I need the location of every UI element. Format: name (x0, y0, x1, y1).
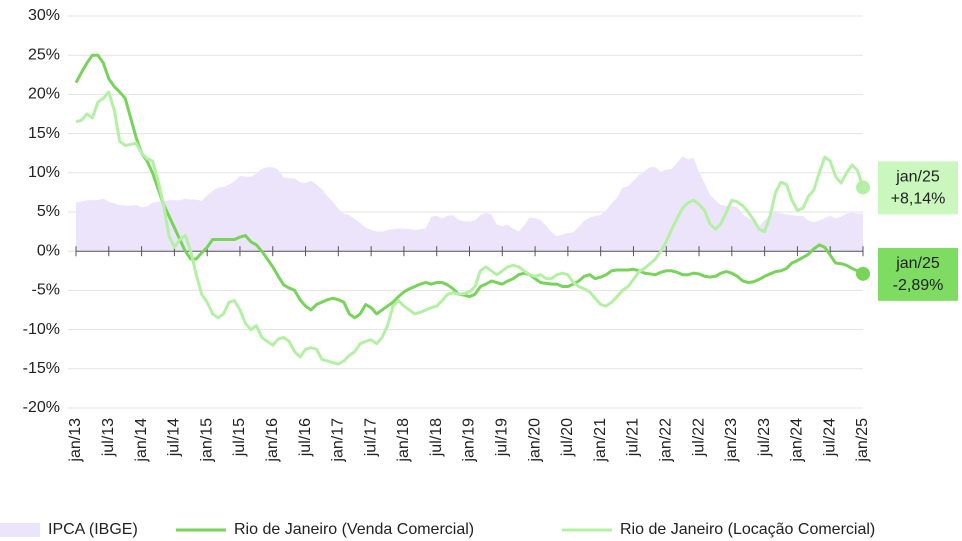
x-tick-label: jul/20 (559, 418, 576, 457)
y-tick-label: 0% (37, 242, 60, 259)
annotation-box (878, 247, 958, 301)
line (75, 90, 865, 366)
x-tick-label: jul/13 (100, 418, 117, 457)
y-tick-label: 10% (28, 164, 60, 181)
y-tick-label: -5% (32, 282, 60, 299)
x-tick-label: jul/19 (494, 418, 511, 457)
x-tick-label: jan/23 (723, 418, 740, 463)
legend-swatch (0, 523, 40, 537)
legend-label: Rio de Janeiro (Locação Comercial) (620, 521, 875, 538)
annotation-value: -2,89% (893, 277, 944, 294)
x-tick-label: jul/24 (821, 418, 838, 457)
x-tick-label: jan/13 (67, 418, 84, 463)
x-tick-label: jul/18 (428, 418, 445, 457)
line (74, 53, 864, 320)
annotation-date: jan/25 (895, 169, 940, 186)
x-tick-label: jan/21 (592, 418, 609, 463)
x-tick-label: jan/14 (133, 418, 150, 463)
legend-label: IPCA (IBGE) (48, 521, 138, 538)
x-tick-label: jan/25 (854, 418, 871, 463)
x-tick-label: jan/19 (461, 418, 478, 463)
x-tick-label: jan/15 (198, 418, 215, 463)
y-tick-label: -10% (23, 321, 60, 338)
annotation-value: +8,14% (891, 191, 946, 208)
y-tick-label: 25% (28, 46, 60, 63)
x-tick-label: jan/24 (789, 418, 806, 463)
x-tick-label: jan/18 (395, 418, 412, 463)
annotation-box (878, 161, 958, 215)
end-point (856, 180, 870, 195)
x-tick-label: jul/21 (625, 418, 642, 457)
x-tick-label: jul/14 (166, 418, 183, 457)
y-tick-label: -15% (23, 360, 60, 377)
end-point (856, 266, 870, 281)
x-tick-label: jan/16 (264, 418, 281, 463)
area (76, 156, 863, 252)
annotation-date: jan/25 (895, 255, 940, 272)
x-tick-label: jul/16 (297, 418, 314, 457)
y-tick-label: 5% (37, 203, 60, 220)
x-tick-label: jan/22 (657, 418, 674, 463)
x-tick-label: jul/15 (231, 418, 248, 457)
y-tick-label: 15% (28, 125, 60, 142)
x-tick-label: jul/17 (362, 418, 379, 457)
x-tick-label: jan/17 (330, 418, 347, 463)
x-tick-label: jul/22 (690, 418, 707, 457)
x-tick-label: jan/20 (526, 418, 543, 463)
y-tick-label: 30% (28, 7, 60, 24)
x-tick-label: jul/23 (756, 418, 773, 457)
y-tick-label: -20% (23, 399, 60, 416)
legend-label: Rio de Janeiro (Venda Comercial) (234, 521, 474, 538)
y-tick-label: 20% (28, 86, 60, 103)
